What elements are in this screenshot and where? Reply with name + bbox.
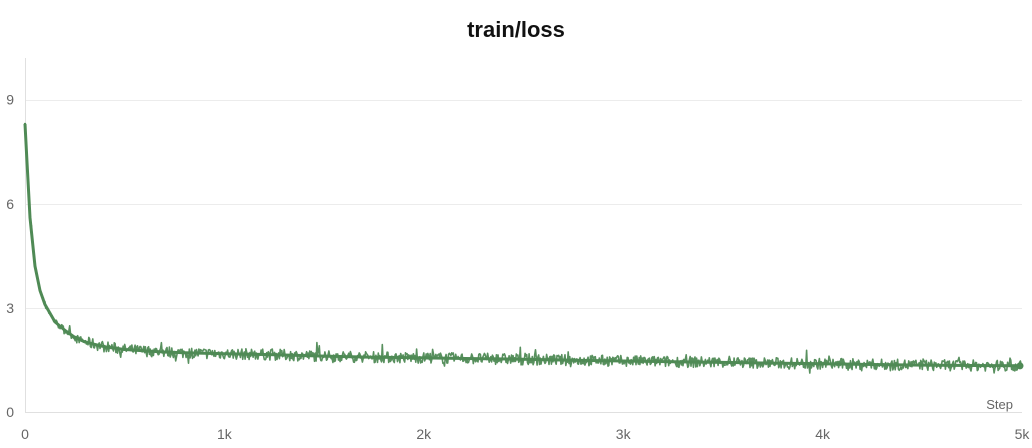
data-point-13	[163, 350, 166, 354]
data-point-22	[522, 358, 525, 361]
data-point-23	[572, 359, 575, 362]
data-point-2	[28, 216, 32, 219]
data-point-1	[25, 160, 29, 164]
y-tick-label-2: 6	[6, 196, 14, 212]
data-point-24	[622, 359, 625, 363]
data-point-18	[322, 354, 326, 358]
series-trend-line	[23, 123, 1023, 368]
data-point-15	[203, 352, 206, 355]
tick-labels: 0 3 6 9 0 1k 2k 3k 4k 5k	[6, 92, 1030, 442]
y-tick-label-0: 0	[6, 404, 14, 420]
x-axis-label: Step	[986, 397, 1013, 412]
data-point-5	[43, 303, 47, 306]
chart-title: train/loss	[467, 17, 565, 42]
data-point-20	[422, 356, 425, 360]
data-point-6	[53, 320, 57, 323]
data-point-27	[771, 361, 774, 365]
y-tick-label-3: 9	[6, 92, 14, 108]
data-point-11	[123, 348, 126, 351]
x-tick-label-0: 0	[21, 426, 29, 442]
data-point-7	[63, 329, 67, 332]
series-group	[23, 122, 1024, 374]
data-point-21	[472, 357, 475, 360]
y-tick-label-1: 3	[6, 300, 14, 316]
data-point-28	[821, 362, 824, 365]
data-point-29	[871, 363, 874, 366]
data-point-12	[143, 349, 146, 353]
data-point-25	[671, 360, 675, 363]
data-point-30	[921, 363, 924, 367]
data-point-16	[223, 352, 226, 355]
x-tick-label-2: 2k	[416, 426, 432, 442]
data-point-3	[33, 265, 37, 268]
series-end-marker	[1016, 362, 1024, 370]
data-point-31	[970, 364, 974, 367]
x-tick-label-3: 3k	[616, 426, 632, 442]
x-tick-label-5: 5k	[1015, 426, 1031, 442]
data-point-26	[721, 361, 725, 364]
series-raw-line	[24, 127, 1023, 374]
data-point-4	[38, 289, 42, 292]
data-point-9	[83, 340, 87, 344]
data-point-8	[73, 336, 77, 339]
data-point-0	[23, 122, 27, 126]
data-point-17	[273, 353, 276, 356]
data-point-14	[183, 351, 186, 354]
x-tick-label-4: 4k	[815, 426, 831, 442]
data-point-10	[103, 345, 106, 348]
data-point-19	[372, 355, 376, 359]
x-tick-label-1: 1k	[217, 426, 233, 442]
grid-lines	[25, 100, 1022, 309]
